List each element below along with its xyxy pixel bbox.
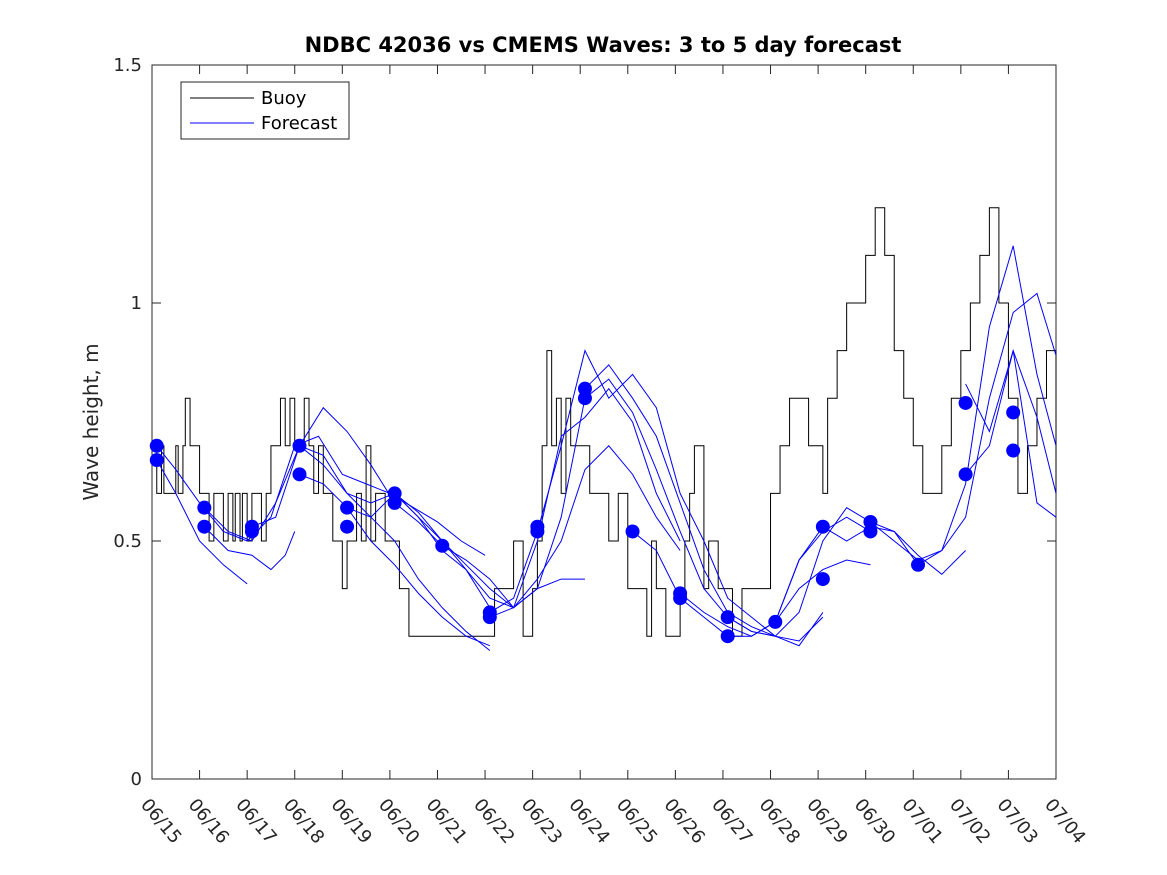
forecast-init-marker <box>625 524 640 539</box>
forecast-init-marker <box>435 538 450 553</box>
x-tick-label: 06/18 <box>279 795 328 848</box>
forecast-series-line-3 <box>203 406 443 547</box>
forecast-init-marker <box>863 524 878 539</box>
forecast-series-line-4 <box>203 526 296 571</box>
forecast-init-marker <box>958 467 973 482</box>
forecast-series-line-12 <box>489 387 681 618</box>
forecast-init-marker <box>197 519 212 534</box>
forecast-series-line-2 <box>156 459 248 585</box>
forecast-init-marker <box>958 395 973 410</box>
forecast-series-line-17 <box>727 507 966 637</box>
x-tick-label: 06/16 <box>184 795 233 848</box>
x-tick-label: 07/03 <box>993 795 1042 848</box>
x-tick-label: 06/21 <box>422 795 471 848</box>
x-tick-label: 07/04 <box>1040 795 1089 848</box>
forecast-init-marker <box>387 495 402 510</box>
forecast-init-marker <box>720 629 735 644</box>
forecast-init-marker <box>1006 443 1021 458</box>
y-axis-label: Wave height, m <box>79 343 103 500</box>
x-tick-label: 06/29 <box>802 795 851 848</box>
forecast-series-line-18 <box>774 559 871 623</box>
forecast-series-line-22 <box>965 350 1057 518</box>
x-tick-label: 06/26 <box>660 795 709 848</box>
forecast-series-line-6 <box>299 445 491 651</box>
x-tick-label: 06/23 <box>517 795 566 848</box>
forecast-series-line-9 <box>394 493 585 609</box>
chart-title: NDBC 42036 vs CMEMS Waves: 3 to 5 day fo… <box>305 33 902 57</box>
forecast-init-marker <box>815 572 830 587</box>
x-tick-label: 06/27 <box>707 795 756 848</box>
legend-box <box>180 81 350 140</box>
forecast-series-line-8 <box>346 398 586 609</box>
x-tick-label: 06/20 <box>374 795 423 848</box>
forecast-init-marker <box>577 391 592 406</box>
forecast-init-marker <box>768 614 783 629</box>
x-tick-label: 06/28 <box>755 795 804 848</box>
x-tick-label: 07/02 <box>945 795 994 848</box>
legend-label-forecast: Forecast <box>261 113 337 134</box>
legend-label-buoy: Buoy <box>261 88 307 109</box>
plot-area <box>151 64 1057 780</box>
x-tick-label: 06/22 <box>469 795 518 848</box>
marker-layer <box>149 381 1021 644</box>
forecast-init-marker <box>911 557 926 572</box>
y-tick-label: 1.5 <box>113 55 142 76</box>
forecast-series-line-10 <box>441 445 681 609</box>
forecast-series-line-7 <box>299 473 490 647</box>
forecast-init-marker <box>720 610 735 625</box>
forecast-init-marker <box>340 519 355 534</box>
forecast-init-marker <box>292 438 307 453</box>
x-tick-label: 06/15 <box>136 795 185 848</box>
legend: Buoy Forecast <box>180 81 350 140</box>
forecast-series-line-13 <box>584 364 824 642</box>
y-tick-label: 0.5 <box>113 531 142 552</box>
forecast-init-marker <box>292 467 307 482</box>
x-tick-label: 06/30 <box>850 795 899 848</box>
forecast-init-marker <box>815 519 830 534</box>
forecast-init-marker <box>244 524 259 539</box>
forecast-init-marker <box>673 591 688 606</box>
x-tick-label: 06/24 <box>564 795 613 848</box>
x-tick-label: 06/17 <box>231 795 280 848</box>
y-tick-label: 1 <box>131 293 142 314</box>
forecast-init-marker <box>340 500 355 515</box>
y-tick-label: 0 <box>131 769 142 790</box>
x-tick-label: 07/01 <box>897 795 946 848</box>
x-tick-label: 06/25 <box>612 795 661 848</box>
forecast-series-line-19 <box>870 292 1057 561</box>
forecast-init-marker <box>530 524 545 539</box>
forecast-init-marker <box>149 438 164 453</box>
forecast-series-line-14 <box>584 378 824 647</box>
forecast-series-line-20 <box>917 245 1057 566</box>
forecast-init-marker <box>149 453 164 468</box>
forecast-init-marker <box>197 500 212 515</box>
forecast-init-marker <box>482 610 497 625</box>
x-tick-label: 06/19 <box>326 795 375 848</box>
forecast-init-marker <box>1006 405 1021 420</box>
